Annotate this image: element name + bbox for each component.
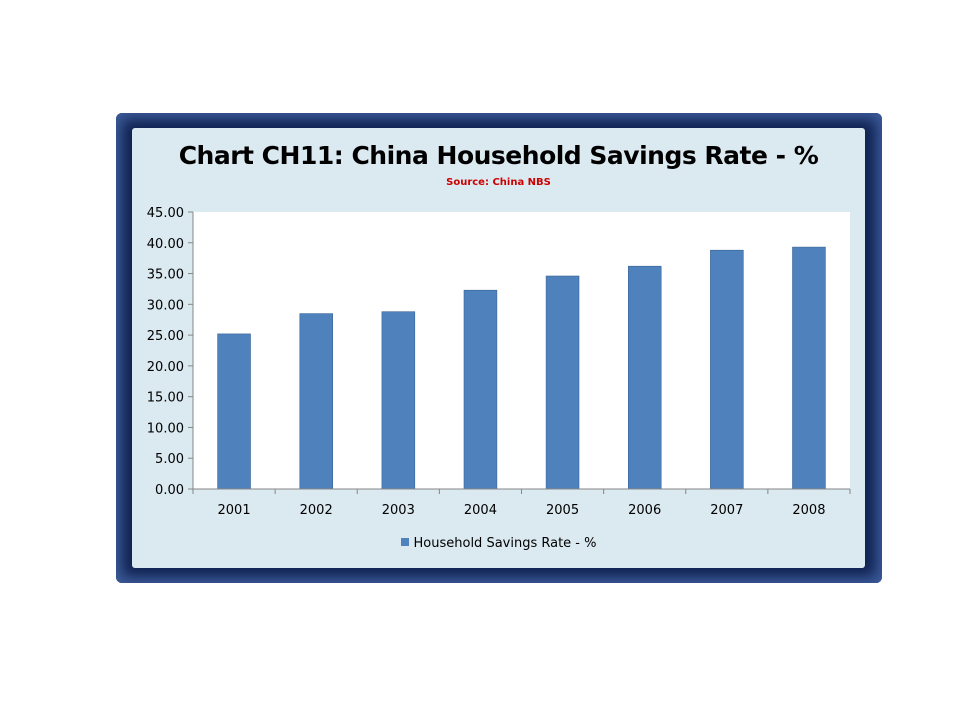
bar-2008 (792, 246, 826, 490)
bar-2002 (299, 313, 333, 490)
bar-2001 (217, 333, 251, 490)
bar-2003 (381, 311, 416, 490)
plot-area (193, 212, 850, 489)
y-tick-label: 35.00 (147, 268, 184, 283)
x-tick-label: 2003 (382, 503, 415, 518)
y-tick-label: 25.00 (147, 329, 184, 344)
y-tick-label: 20.00 (147, 360, 184, 375)
x-tick-label: 2007 (710, 503, 743, 518)
y-tick-label: 45.00 (147, 206, 184, 221)
legend-swatch (400, 538, 409, 546)
y-tick-label: 5.00 (155, 452, 184, 467)
x-tick-label: 2002 (300, 503, 333, 518)
chart-title: Chart CH11: China Household Savings Rate… (178, 141, 819, 170)
bar-2007 (710, 249, 744, 490)
y-tick-label: 30.00 (147, 298, 184, 313)
chart-subtitle: Source: China NBS (446, 177, 551, 188)
x-tick-label: 2006 (628, 503, 661, 518)
x-tick-label: 2005 (546, 503, 579, 518)
x-tick-label: 2004 (464, 503, 497, 518)
y-tick-label: 10.00 (147, 421, 184, 436)
legend-label: Household Savings Rate - % (413, 536, 597, 551)
legend: Household Savings Rate - % (132, 536, 865, 551)
x-tick-label: 2001 (218, 503, 251, 518)
bar-2004 (463, 289, 498, 490)
bar-2006 (627, 265, 662, 490)
y-tick-label: 15.00 (147, 391, 184, 406)
y-tick-label: 40.00 (147, 237, 184, 252)
bar-2005 (545, 275, 580, 490)
y-tick-label: 0.00 (155, 483, 184, 498)
x-tick-label: 2008 (792, 503, 825, 518)
